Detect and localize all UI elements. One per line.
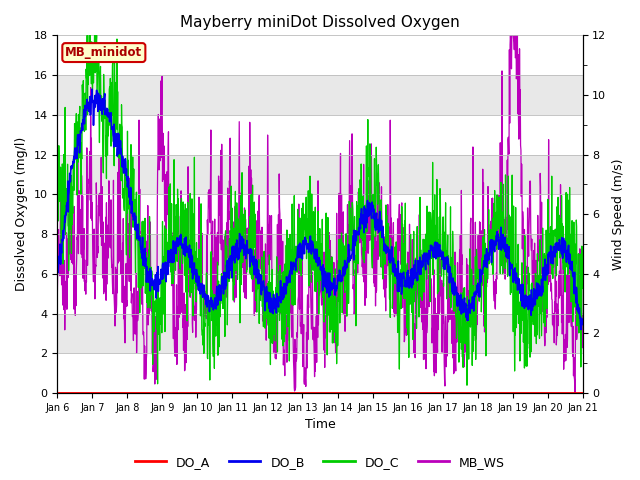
Bar (58, 115, 582, 155)
Bar (58, 313, 582, 353)
Bar (58, 194, 582, 234)
Title: Mayberry miniDot Dissolved Oxygen: Mayberry miniDot Dissolved Oxygen (180, 15, 460, 30)
Legend: DO_A, DO_B, DO_C, MB_WS: DO_A, DO_B, DO_C, MB_WS (130, 451, 510, 474)
Y-axis label: Dissolved Oxygen (mg/l): Dissolved Oxygen (mg/l) (15, 137, 28, 291)
Y-axis label: Wind Speed (m/s): Wind Speed (m/s) (612, 158, 625, 270)
Bar (58, 155, 582, 194)
X-axis label: Time: Time (305, 419, 335, 432)
Bar (58, 234, 582, 274)
Bar (58, 274, 582, 313)
Bar (58, 36, 582, 75)
Bar (58, 75, 582, 115)
Bar (58, 353, 582, 393)
Text: MB_minidot: MB_minidot (65, 46, 143, 59)
